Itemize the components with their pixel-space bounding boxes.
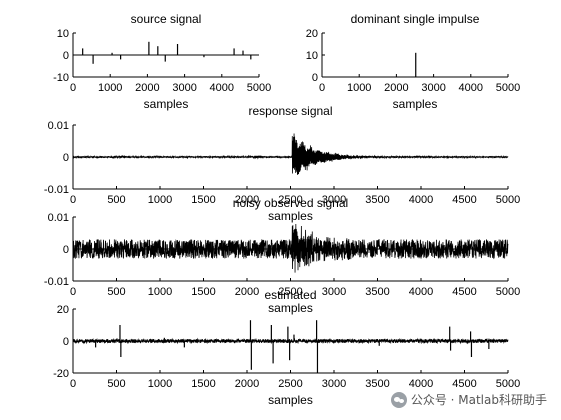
- x-tick-label: 2500: [278, 194, 302, 206]
- x-tick-label: 2000: [135, 82, 159, 94]
- chart-5: 0 500 1000 1500 2000 2500 3000 3500 4000 4500 5000…: [53, 288, 520, 407]
- y-tick-label: 20: [57, 304, 69, 316]
- x-tick-label: 2000: [235, 194, 259, 206]
- x-tick-label: 1000: [98, 82, 122, 94]
- x-axis-label: samples: [268, 393, 313, 407]
- x-tick-label: 500: [107, 286, 125, 298]
- x-tick-label: 3500: [365, 194, 389, 206]
- x-tick-label: 0: [70, 378, 76, 390]
- y-tick-label: 0: [63, 336, 69, 348]
- x-tick-label: 1500: [191, 378, 215, 390]
- y-tick-label: 0.01: [48, 120, 69, 132]
- x-tick-label: 0: [70, 286, 76, 298]
- x-tick-label: 3000: [322, 286, 346, 298]
- x-tick-label: 1500: [191, 194, 215, 206]
- x-tick-label: 4000: [210, 82, 234, 94]
- x-tick-label: 5000: [496, 194, 520, 206]
- y-tick-label: 0: [312, 72, 318, 84]
- x-tick-label: 4000: [459, 82, 483, 94]
- x-tick-label: 5000: [496, 378, 520, 390]
- y-tick-label: 0.01: [48, 212, 69, 224]
- chart-title: source signal: [131, 12, 202, 26]
- watermark-text: 公众号 · Matlab科研助手: [410, 393, 547, 407]
- x-tick-label: 1000: [148, 378, 172, 390]
- y-tick-label: 0: [63, 50, 69, 62]
- x-tick-label: 1500: [191, 286, 215, 298]
- x-tick-label: 3500: [365, 286, 389, 298]
- x-tick-label: 2000: [235, 378, 259, 390]
- y-tick-label: 10: [57, 28, 69, 40]
- chart-title: estimated: [264, 288, 316, 302]
- chart-2: 0 1000 2000 3000 4000 5000 20 10 0 dominant singl…: [306, 12, 520, 111]
- x-axis-label: samples: [393, 97, 438, 111]
- x-tick-label: 3500: [365, 378, 389, 390]
- x-tick-label: 0: [70, 82, 76, 94]
- series-line: [72, 223, 509, 273]
- series-line: [72, 337, 509, 345]
- chart-title: response signal: [248, 104, 332, 118]
- series-line: [72, 133, 509, 175]
- y-tick-label: 0: [63, 152, 69, 164]
- x-tick-label: 5000: [496, 82, 520, 94]
- x-tick-label: 5000: [496, 286, 520, 298]
- x-axis-label: samples: [268, 209, 313, 223]
- x-tick-label: 2000: [384, 82, 408, 94]
- y-tick-label: -10: [53, 72, 69, 84]
- chart-4: 0 500 1000 1500 2000 2500 3000 3500 4000 4500 5000…: [44, 196, 520, 315]
- x-tick-label: 3000: [322, 378, 346, 390]
- x-tick-label: 1000: [148, 286, 172, 298]
- chart-3: 0 500 1000 1500 2000 2500 3000 3500 4000 4500 5000…: [44, 104, 520, 223]
- y-tick-label: -20: [53, 368, 69, 380]
- x-tick-label: 3000: [421, 82, 445, 94]
- x-tick-label: 2500: [278, 286, 302, 298]
- x-tick-label: 3000: [172, 82, 196, 94]
- x-tick-label: 0: [319, 82, 325, 94]
- x-tick-label: 2500: [278, 378, 302, 390]
- y-tick-label: 10: [306, 50, 318, 62]
- watermark: 公众号 · Matlab科研助手: [390, 391, 547, 408]
- y-tick-label: 20: [306, 28, 318, 40]
- x-tick-label: 4500: [452, 286, 476, 298]
- x-axis-label: samples: [268, 301, 313, 315]
- x-tick-label: 2000: [235, 286, 259, 298]
- y-tick-label: -0.01: [44, 276, 69, 288]
- x-tick-label: 4500: [452, 378, 476, 390]
- x-tick-label: 500: [107, 378, 125, 390]
- x-tick-label: 500: [107, 194, 125, 206]
- x-tick-label: 4000: [409, 286, 433, 298]
- x-tick-label: 0: [70, 194, 76, 206]
- x-tick-label: 5000: [247, 82, 271, 94]
- x-tick-label: 4500: [452, 194, 476, 206]
- x-tick-label: 1000: [148, 194, 172, 206]
- x-tick-label: 1000: [347, 82, 371, 94]
- chart-title: noisy observed signal: [233, 196, 348, 210]
- y-tick-label: -0.01: [44, 184, 69, 196]
- x-axis-label: samples: [144, 97, 189, 111]
- wechat-icon: [390, 391, 407, 408]
- x-tick-label: 4000: [409, 194, 433, 206]
- x-tick-label: 3000: [322, 194, 346, 206]
- chart-title: dominant single impulse: [351, 12, 480, 26]
- y-tick-label: 0: [63, 244, 69, 256]
- x-tick-label: 4000: [409, 378, 433, 390]
